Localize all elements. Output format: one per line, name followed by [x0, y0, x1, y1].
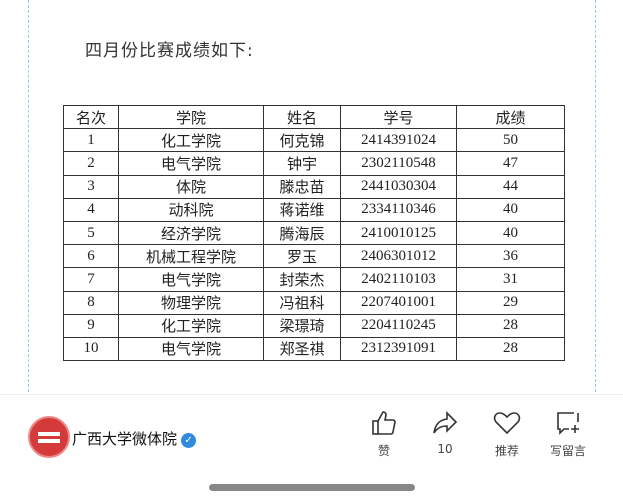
cell-rank: 1 — [63, 128, 119, 153]
cell-college: 电气学院 — [118, 267, 264, 292]
table-row: 4 动科院 蒋诺维 2334110346 40 — [63, 197, 565, 222]
table-row: 6 机械工程学院 罗玉 2406301012 36 — [63, 244, 565, 269]
cell-name: 罗玉 — [263, 244, 341, 269]
header-score: 成绩 — [456, 104, 565, 130]
cell-rank: 5 — [63, 220, 119, 246]
cell-score: 40 — [456, 197, 565, 222]
account-name-text: 广西大学微体院 — [72, 430, 178, 448]
cell-student-id: 2406301012 — [340, 244, 457, 269]
cell-score: 36 — [456, 244, 565, 269]
header-college: 学院 — [118, 104, 264, 130]
cell-score: 40 — [456, 220, 565, 246]
cell-name: 梁璟琦 — [263, 313, 341, 338]
account-name[interactable]: 广西大学微体院 ✓ — [72, 428, 197, 449]
cell-college: 化工学院 — [118, 313, 264, 338]
cell-name: 冯祖科 — [263, 290, 341, 315]
cell-score: 29 — [456, 290, 565, 315]
share-icon — [433, 411, 458, 434]
cell-college: 物理学院 — [118, 290, 264, 315]
cell-score: 31 — [456, 267, 565, 292]
cell-name: 何克锦 — [263, 128, 341, 153]
cell-score: 50 — [456, 128, 565, 153]
table-row: 3 体院 滕忠苗 2441030304 44 — [63, 174, 565, 199]
account-avatar[interactable] — [28, 416, 70, 458]
intro-text: 四月份比赛成绩如下: — [85, 41, 254, 61]
page-border-left — [28, 0, 29, 392]
cell-student-id: 2441030304 — [340, 174, 457, 199]
cell-name: 蒋诺维 — [263, 197, 341, 222]
cell-score: 28 — [456, 336, 565, 362]
results-table: 名次 学院 姓名 学号 成绩 1 化工学院 何克锦 2414391024 50 2 电气学院… — [63, 104, 565, 362]
table-row: 2 电气学院 钟宇 2302110548 47 — [63, 151, 565, 176]
cell-rank: 7 — [63, 267, 119, 292]
divider — [0, 394, 623, 395]
like-label: 赞 — [377, 444, 390, 458]
thumbs-up-icon — [372, 411, 396, 435]
cell-rank: 3 — [63, 174, 119, 199]
verified-icon: ✓ — [181, 433, 197, 448]
cell-college: 化工学院 — [118, 128, 264, 153]
comment-add-icon — [557, 412, 579, 435]
bottom-bar: 广西大学微体院 ✓ 赞 10 推荐 写留言 — [0, 396, 623, 504]
table-row: 8 物理学院 冯祖科 2207401001 29 — [63, 290, 565, 315]
cell-rank: 6 — [63, 244, 119, 269]
cell-student-id: 2410010125 — [340, 220, 457, 246]
cell-score: 44 — [456, 174, 565, 199]
home-indicator[interactable] — [209, 484, 415, 491]
cell-rank: 8 — [63, 290, 119, 315]
cell-student-id: 2312391091 — [340, 336, 457, 362]
recommend-button[interactable]: 推荐 — [482, 410, 532, 459]
table-row: 1 化工学院 何克锦 2414391024 50 — [63, 128, 565, 153]
cell-college: 体院 — [118, 174, 264, 199]
recommend-label: 推荐 — [494, 444, 519, 458]
cell-student-id: 2207401001 — [340, 290, 457, 315]
cell-score: 28 — [456, 313, 565, 338]
comment-label: 写留言 — [549, 444, 586, 458]
cell-name: 腾海辰 — [263, 220, 341, 246]
table-row: 7 电气学院 封荣杰 2402110103 31 — [63, 267, 565, 292]
cell-student-id: 2334110346 — [340, 197, 457, 222]
cell-name: 郑圣祺 — [263, 336, 341, 362]
cell-score: 47 — [456, 151, 565, 176]
cell-college: 电气学院 — [118, 336, 264, 362]
cell-student-id: 2414391024 — [340, 128, 457, 153]
comment-button[interactable]: 写留言 — [543, 410, 593, 459]
cell-name: 滕忠苗 — [263, 174, 341, 199]
table-row: 5 经济学院 腾海辰 2410010125 40 — [63, 220, 565, 246]
cell-student-id: 2402110103 — [340, 267, 457, 292]
cell-college: 电气学院 — [118, 151, 264, 176]
share-button[interactable]: 10 — [420, 410, 470, 456]
table-row: 10 电气学院 郑圣祺 2312391091 28 — [63, 336, 565, 362]
cell-name: 封荣杰 — [263, 267, 341, 292]
cell-college: 机械工程学院 — [118, 244, 264, 269]
header-rank: 名次 — [63, 104, 119, 130]
like-button[interactable]: 赞 — [359, 410, 409, 459]
cell-name: 钟宇 — [263, 151, 341, 176]
share-count: 10 — [437, 442, 453, 456]
cell-college: 经济学院 — [118, 220, 264, 246]
header-id: 学号 — [340, 104, 457, 130]
cell-rank: 4 — [63, 197, 119, 222]
cell-rank: 2 — [63, 151, 119, 176]
cell-student-id: 2302110548 — [340, 151, 457, 176]
table-row: 9 化工学院 梁璟琦 2204110245 28 — [63, 313, 565, 338]
cell-rank: 9 — [63, 313, 119, 338]
header-name: 姓名 — [263, 104, 341, 130]
cell-college: 动科院 — [118, 197, 264, 222]
page-border-right — [595, 0, 596, 392]
cell-student-id: 2204110245 — [340, 313, 457, 338]
table-header: 名次 学院 姓名 学号 成绩 — [63, 104, 565, 130]
heart-icon — [493, 412, 521, 435]
cell-rank: 10 — [63, 336, 119, 362]
